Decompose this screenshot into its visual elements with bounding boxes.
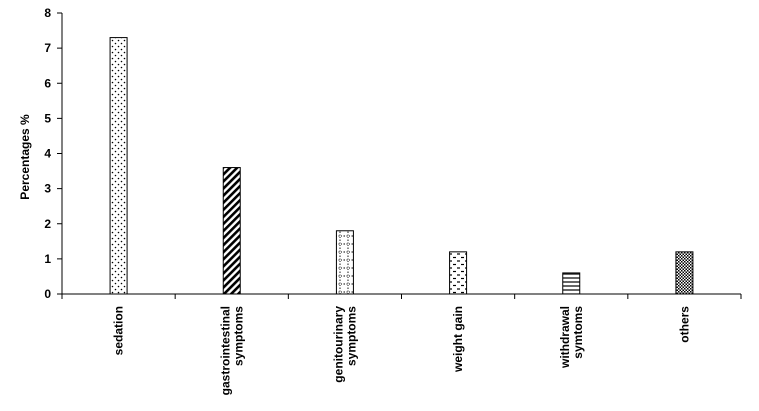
bars (109, 37, 694, 295)
x-axis-ticks (61, 294, 742, 299)
category-label-line: gastrointestinal (218, 306, 232, 395)
bar (109, 37, 128, 295)
category-label-line: withdrawal (558, 306, 572, 369)
y-axis-ticks: 0 1 2 3 4 5 6 7 8 (44, 6, 62, 301)
category-labels: sedation gastrointestinal symptoms genitour… (112, 306, 692, 396)
category-label: withdrawal symtoms (558, 306, 585, 369)
y-tick-label: 3 (44, 182, 51, 196)
bar (335, 230, 354, 295)
category-label-line: others (677, 306, 691, 343)
y-axis-title: Percentages % (18, 114, 32, 200)
y-tick-label: 5 (44, 111, 51, 125)
category-label: others (677, 306, 691, 343)
category-label-line: symptoms (344, 306, 358, 366)
y-tick-label: 6 (44, 76, 51, 90)
category-label: sedation (112, 306, 126, 355)
bar (675, 251, 694, 295)
category-label: gastrointestinal symptoms (218, 306, 245, 396)
category-label-line: sedation (112, 306, 126, 355)
category-label-line: genitourinary (331, 306, 345, 383)
category-label: weight gain (451, 306, 465, 373)
y-tick-label: 4 (44, 147, 51, 161)
y-tick-label: 8 (44, 6, 51, 20)
category-label-line: weight gain (451, 306, 465, 373)
y-tick-label: 7 (44, 41, 51, 55)
category-label-line: symptoms (231, 306, 245, 366)
y-tick-label: 1 (44, 252, 51, 266)
category-label-line: symtoms (571, 306, 585, 359)
bar (222, 167, 241, 295)
bar (562, 272, 581, 295)
y-tick-label: 0 (44, 287, 51, 301)
y-tick-label: 2 (44, 217, 51, 231)
category-label: genitourinary symptoms (331, 306, 358, 383)
bar (449, 251, 468, 295)
